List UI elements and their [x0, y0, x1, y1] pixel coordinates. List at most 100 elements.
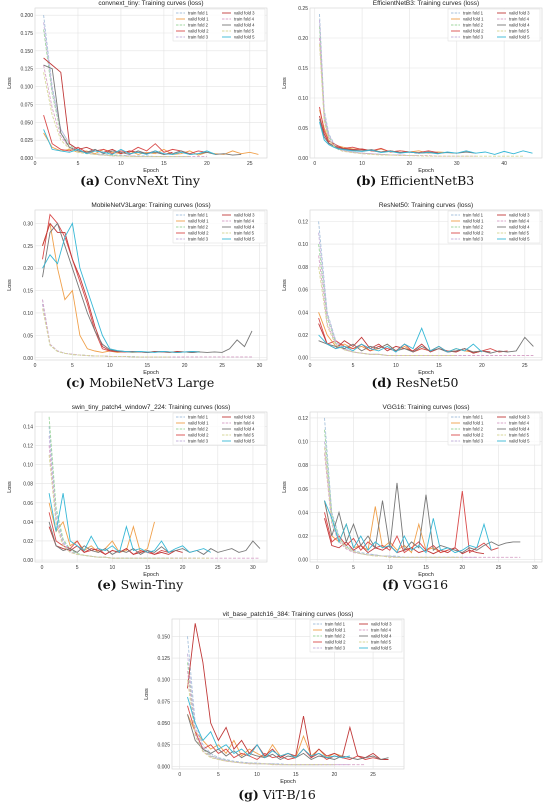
legend-entry: train fold 2 — [188, 427, 209, 432]
y-tick-label: 0.10 — [298, 96, 308, 102]
x-tick-label: 25 — [215, 565, 221, 571]
y-tick-label: 0.150 — [157, 634, 170, 640]
y-tick-label: 0.100 — [157, 678, 170, 684]
legend-entry: train fold 1 — [188, 213, 209, 218]
x-axis-label: Epoch — [143, 168, 159, 174]
x-tick-label: 20 — [479, 363, 485, 369]
legend-entry: valid fold 3 — [234, 415, 255, 420]
series-line-train-fold-3 — [319, 19, 419, 157]
series-line-train-fold-3 — [187, 653, 350, 766]
legend-box — [172, 8, 266, 42]
caption-text: MobileNetV3 Large — [85, 375, 215, 390]
caption-text: VGG16 — [399, 577, 449, 592]
caption-letter: (f) — [381, 577, 400, 592]
x-tick-label: 20 — [459, 565, 465, 571]
legend-entry: train fold 4 — [234, 17, 255, 22]
legend-entry: valid fold 4 — [234, 23, 255, 28]
y-tick-label: 0.25 — [23, 244, 33, 250]
legend-box — [447, 412, 541, 446]
x-tick-label: 15 — [161, 161, 167, 167]
legend-entry: valid fold 3 — [371, 622, 392, 627]
series-line-valid-fold-5 — [48, 493, 212, 554]
x-tick-label: 0 — [313, 161, 316, 167]
caption-letter: (e) — [96, 577, 117, 592]
y-tick-label: 0.050 — [20, 120, 33, 126]
x-tick-label: 20 — [332, 772, 338, 778]
x-tick-label: 30 — [250, 565, 256, 571]
x-axis-label: Epoch — [280, 779, 296, 785]
y-tick-label: 0.10 — [298, 242, 308, 248]
series-line-valid-fold-5 — [319, 121, 533, 155]
legend-entry: valid fold 1 — [325, 628, 346, 633]
y-axis-label: Loss — [282, 481, 288, 493]
legend-entry: train fold 4 — [234, 219, 255, 224]
x-tick-label: 20 — [407, 161, 413, 167]
panel-caption: (g) ViT-B/16 — [142, 787, 412, 802]
y-tick-label: 0.06 — [298, 487, 308, 493]
x-axis-label: Epoch — [418, 168, 434, 174]
x-tick-label: 30 — [454, 161, 460, 167]
x-tick-label: 10 — [359, 161, 365, 167]
y-tick-label: 0.10 — [23, 463, 33, 469]
series-line-train-fold-5 — [318, 266, 457, 356]
legend-entry: valid fold 5 — [234, 35, 255, 40]
legend-entry: valid fold 2 — [463, 29, 484, 34]
legend-box — [172, 210, 266, 244]
chart-title: MobileNetV3Large: Training curves (loss) — [91, 202, 210, 209]
y-tick-label: 0.150 — [20, 49, 33, 55]
y-tick-label: 0.025 — [157, 743, 170, 749]
legend-entry: valid fold 3 — [234, 213, 255, 218]
legend-entry: train fold 4 — [509, 17, 530, 22]
series-group — [318, 221, 534, 356]
y-tick-label: 0.02 — [298, 534, 308, 540]
y-tick-label: 0.075 — [20, 102, 33, 108]
x-tick-label: 40 — [501, 161, 507, 167]
y-tick-label: 0.00 — [23, 356, 33, 362]
x-tick-label: 5 — [77, 161, 80, 167]
y-axis-label: Loss — [144, 688, 150, 700]
y-tick-label: 0.02 — [298, 333, 308, 339]
series-group — [319, 13, 533, 157]
legend-entry: valid fold 4 — [509, 427, 530, 432]
y-tick-label: 0.025 — [20, 138, 33, 144]
legend-entry: train fold 5 — [234, 231, 255, 236]
legend-box — [447, 210, 541, 244]
legend-entry: valid fold 5 — [509, 237, 530, 242]
y-tick-label: 0.125 — [157, 656, 170, 662]
legend-entry: train fold 1 — [463, 415, 484, 420]
y-tick-label: 0.12 — [298, 416, 308, 422]
caption-letter: (c) — [65, 375, 86, 390]
x-tick-label: 15 — [423, 565, 429, 571]
legend-entry: valid fold 3 — [234, 11, 255, 16]
legend-entry: train fold 2 — [325, 634, 346, 639]
y-tick-label: 0.050 — [157, 721, 170, 727]
legend-entry: train fold 5 — [234, 29, 255, 34]
chart-title: vit_base_patch16_384: Training curves (l… — [223, 611, 354, 618]
x-tick-label: 25 — [522, 363, 528, 369]
legend-entry: train fold 1 — [188, 415, 209, 420]
x-tick-label: 5 — [217, 772, 220, 778]
legend-entry: valid fold 2 — [463, 433, 484, 438]
x-tick-label: 20 — [180, 565, 186, 571]
legend-entry: train fold 2 — [188, 225, 209, 230]
y-tick-label: 0.200 — [20, 13, 33, 19]
panel-caption: (c) MobileNetV3 Large — [5, 375, 275, 390]
legend-entry: valid fold 4 — [371, 634, 392, 639]
y-axis-label: Loss — [7, 279, 13, 291]
caption-text: ResNet50 — [392, 375, 459, 390]
chart-svg: vit_base_patch16_384: Training curves (l… — [144, 611, 405, 785]
legend-entry: valid fold 5 — [509, 439, 530, 444]
x-tick-label: 0 — [178, 772, 181, 778]
caption-letter: (d) — [371, 375, 393, 390]
panel-caption: (d) ResNet50 — [280, 375, 550, 390]
y-tick-label: 0.06 — [23, 501, 33, 507]
x-tick-label: 20 — [204, 161, 210, 167]
panel-caption: (a) ConvNeXt Tiny — [5, 173, 275, 188]
legend-entry: train fold 1 — [463, 11, 484, 16]
chart-svg: EfficientNetB3: Training curves (loss) 0.… — [282, 0, 543, 174]
y-tick-label: 0.14 — [23, 424, 33, 430]
y-tick-label: 0.20 — [298, 36, 308, 42]
